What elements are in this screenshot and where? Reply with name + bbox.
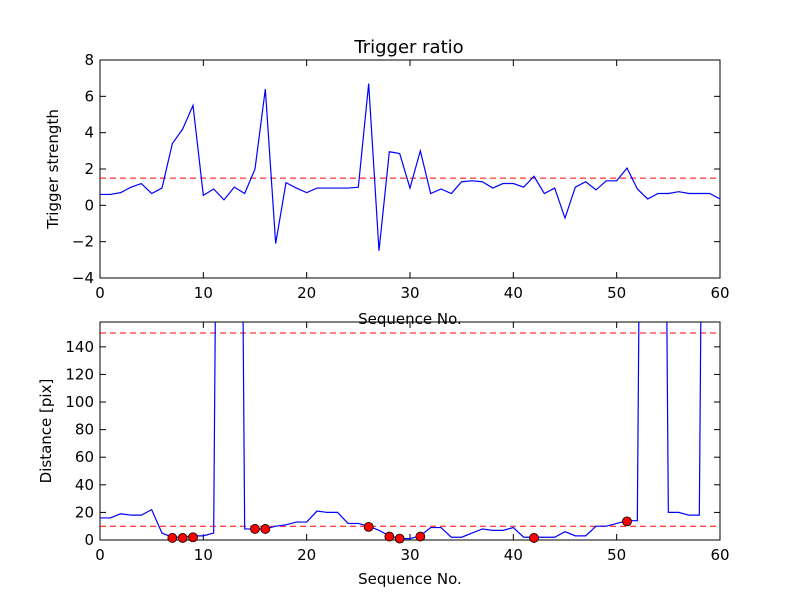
x-tick-label-bottom: 10 (194, 546, 213, 564)
y-tick-label-top: 0 (84, 196, 94, 214)
y-tick-label-top: 4 (84, 124, 94, 142)
y-axis-label-top: Trigger strength (44, 109, 62, 230)
y-tick-label-top: 2 (84, 160, 94, 178)
x-tick-label-bottom: 30 (400, 546, 419, 564)
x-tick-label-top: 10 (194, 284, 213, 302)
y-axis-label-bottom: Distance [pix] (37, 379, 55, 484)
plot-frame-bottom (99, 321, 721, 541)
y-tick-label-bottom: 20 (75, 503, 94, 521)
y-tick-label-bottom: 80 (75, 421, 94, 439)
x-tick-label-bottom: 40 (504, 546, 523, 564)
ticks-top: 0 10 20 30 40 50 60 −4 −2 0 2 4 6 8 (72, 51, 730, 302)
flag-marker (363, 521, 374, 532)
flag-marker (177, 533, 188, 543)
flag-marker (384, 531, 395, 542)
flag-marker (394, 533, 405, 544)
y-tick-label-bottom: 100 (65, 393, 94, 411)
series-line-bottom (100, 322, 702, 540)
flag-marker (250, 524, 260, 534)
x-tick-label-bottom: 20 (297, 546, 316, 564)
y-tick-label-bottom: 120 (65, 365, 94, 383)
y-tick-label-bottom: 140 (65, 338, 94, 356)
x-tick-label-bottom: 0 (95, 546, 105, 564)
plot-area-bottom (100, 322, 720, 544)
series-line-top (100, 83, 720, 251)
plot-area-top (100, 83, 720, 251)
y-tick-label-bottom: 0 (84, 531, 94, 549)
flag-marker (167, 533, 178, 543)
y-tick-label-top: −4 (72, 269, 94, 287)
x-tick-label-bottom: 60 (710, 546, 729, 564)
y-tick-label-top: 8 (84, 51, 94, 69)
y-tick-label-top: −2 (72, 233, 94, 251)
x-axis-label-top: Sequence No. (358, 310, 462, 328)
ticks-bottom: 0 10 20 30 40 50 60 0 20 40 60 80 100 120 140 (65, 322, 730, 564)
x-tick-label-top: 30 (400, 284, 419, 302)
flag-marker (260, 524, 271, 534)
x-tick-label-bottom: 50 (607, 546, 626, 564)
x-axis-label-bottom: Sequence No. (358, 570, 462, 588)
flag-marker (188, 532, 198, 543)
x-tick-label-top: 40 (504, 284, 523, 302)
x-tick-label-top: 20 (297, 284, 316, 302)
flag-marker (529, 533, 539, 543)
x-tick-label-top: 0 (95, 284, 105, 302)
chart-top: Trigger ratio 0 10 20 30 40 50 60 −4 −2 0 2 4 6 8 Seq… (44, 37, 730, 328)
y-tick-label-bottom: 40 (75, 476, 94, 494)
flag-marker (622, 516, 632, 527)
y-tick-label-top: 6 (84, 87, 94, 105)
chart-bottom: 0 10 20 30 40 50 60 0 20 40 60 80 100 120 140 Sequence… (37, 321, 730, 588)
flag-marker (415, 531, 426, 542)
chart-title: Trigger ratio (353, 37, 463, 58)
x-tick-label-top: 60 (710, 284, 729, 302)
y-tick-label-bottom: 60 (75, 448, 94, 466)
x-tick-label-top: 50 (607, 284, 626, 302)
